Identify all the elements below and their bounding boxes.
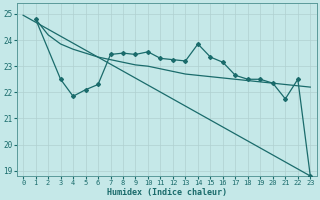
X-axis label: Humidex (Indice chaleur): Humidex (Indice chaleur) bbox=[107, 188, 227, 197]
